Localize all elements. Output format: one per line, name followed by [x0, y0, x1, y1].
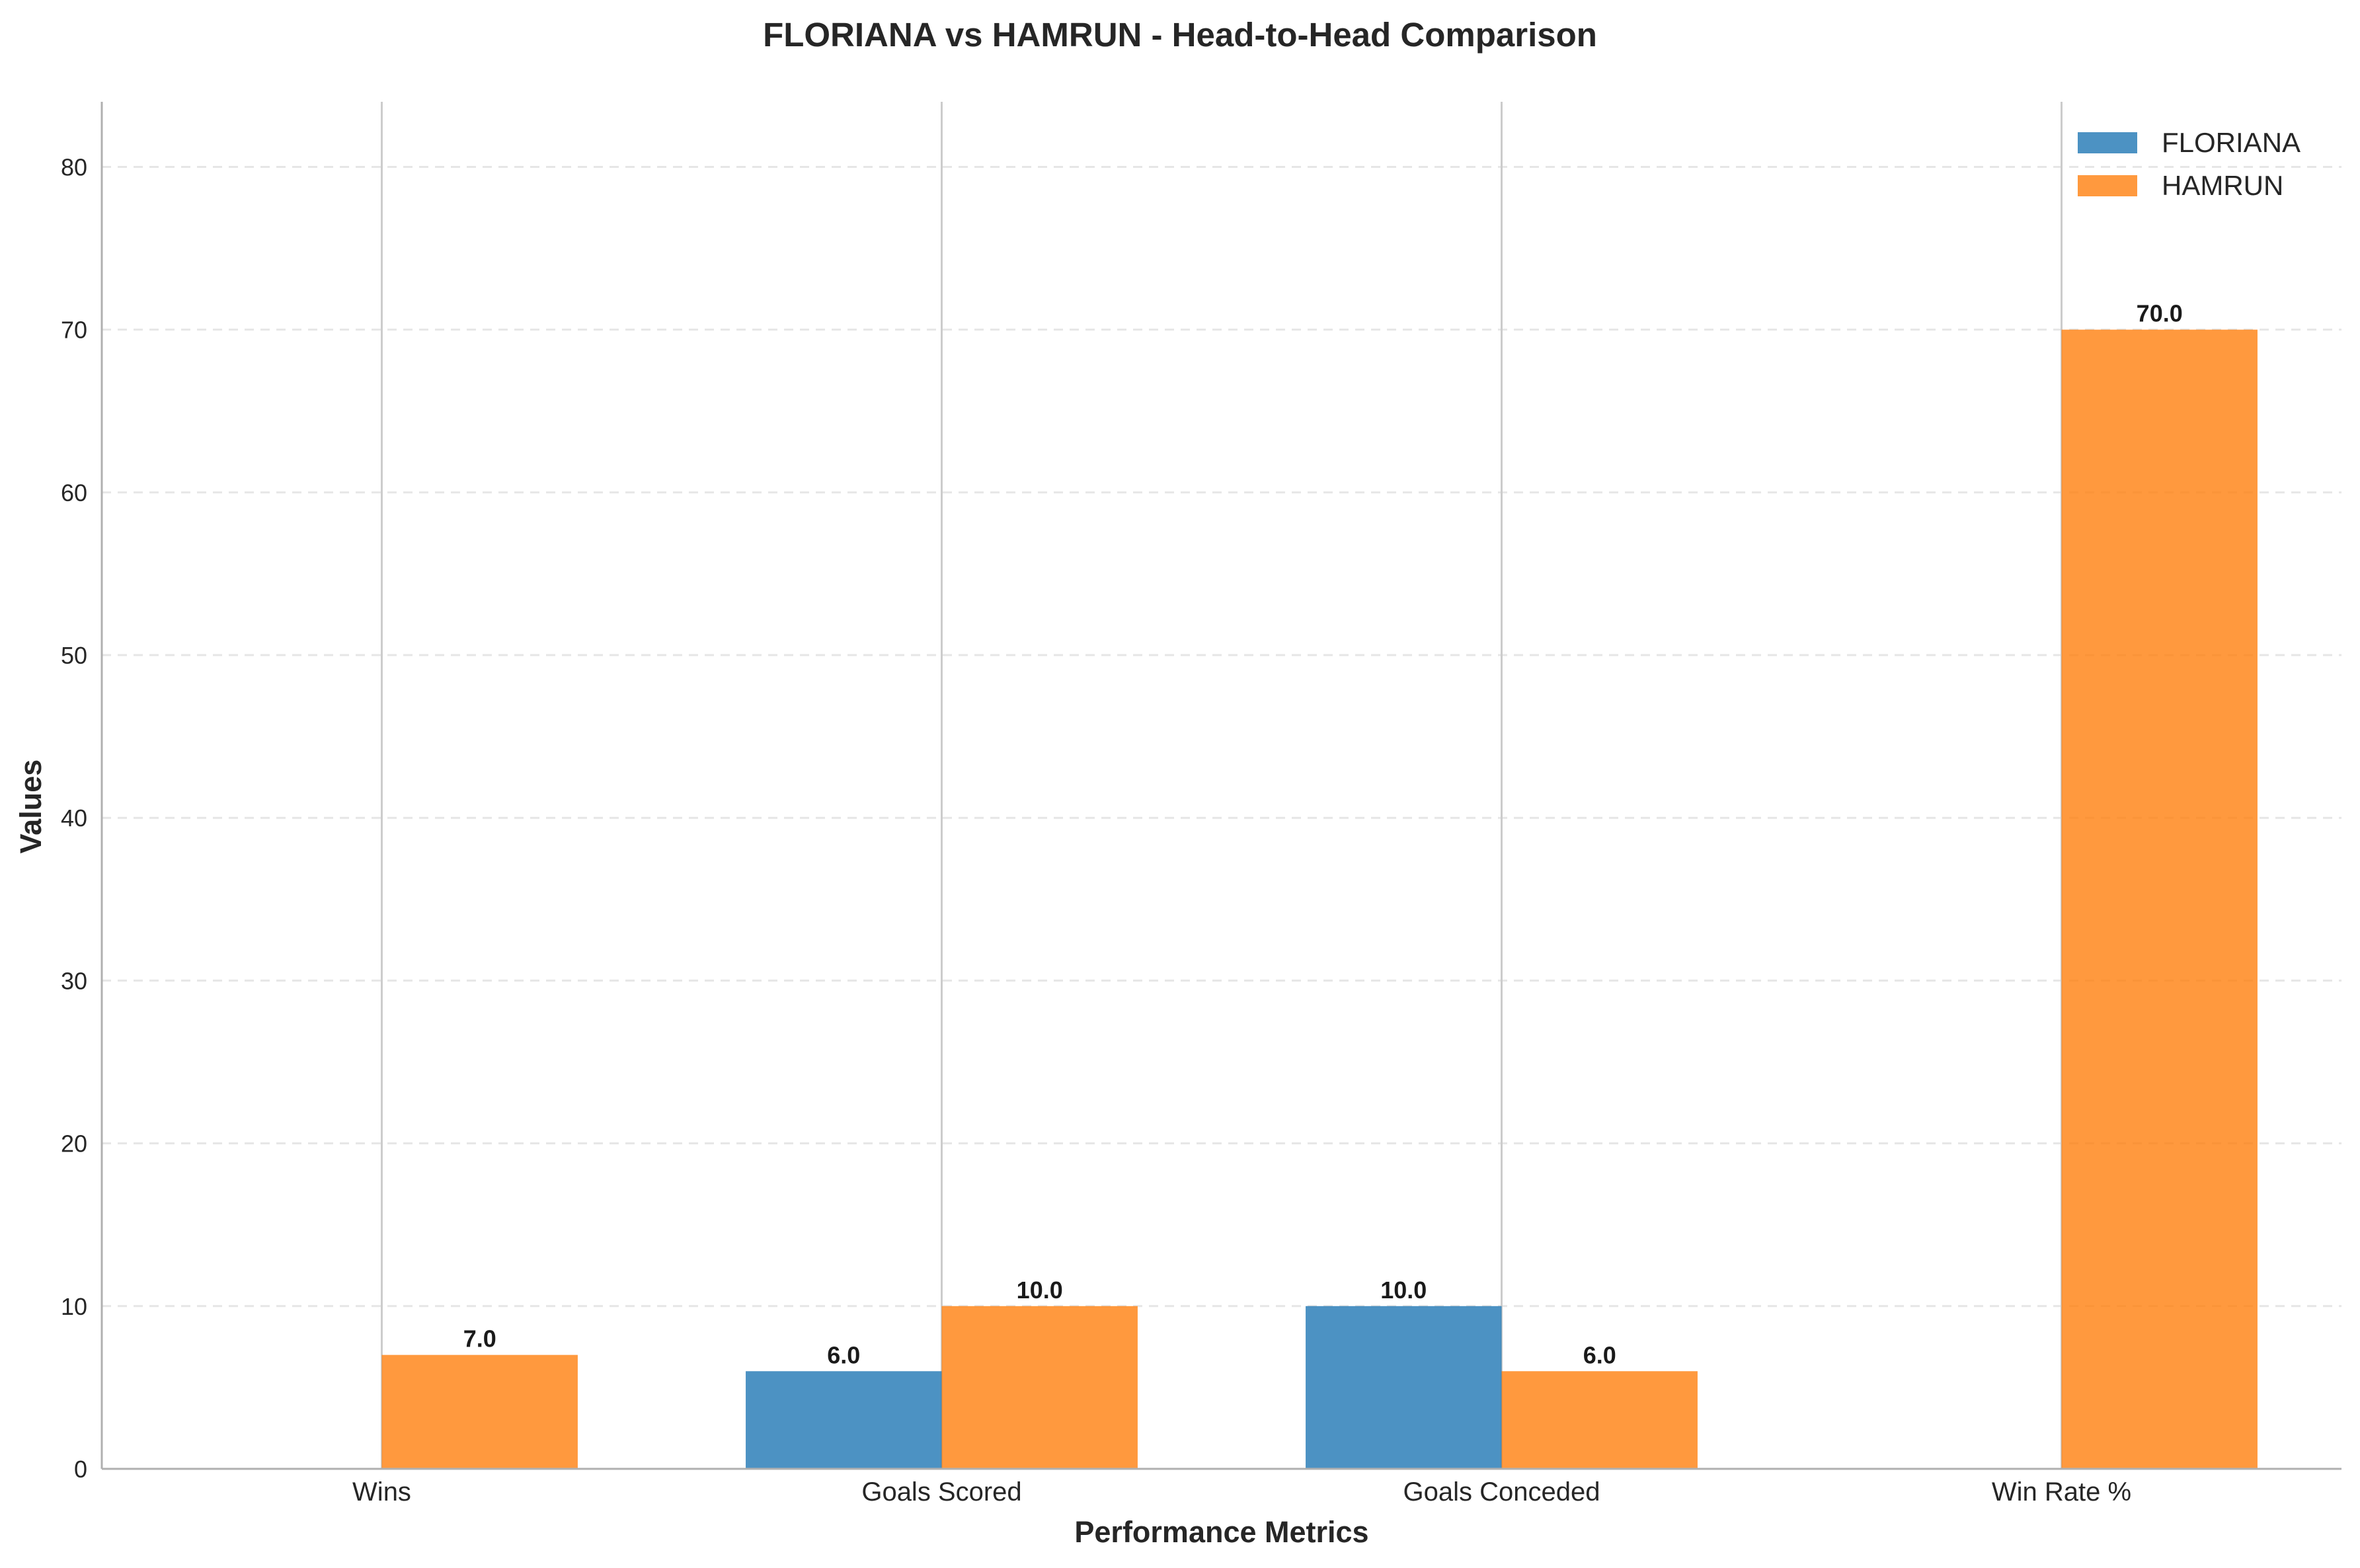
y-tick-50: 50: [61, 642, 87, 669]
bar-label-floriana-goals-conceded: 10.0: [1380, 1276, 1427, 1304]
x-tick-goals-scored: Goals Scored: [861, 1477, 1021, 1507]
x-axis-label: Performance Metrics: [1074, 1515, 1368, 1549]
x-tick-wins: Wins: [352, 1477, 411, 1507]
chart-title: FLORIANA vs HAMRUN - Head-to-Head Compar…: [763, 16, 1597, 54]
y-tick-40: 40: [61, 804, 87, 832]
bar-floriana-goals-conceded: [1306, 1306, 1502, 1469]
y-tick-20: 20: [61, 1130, 87, 1157]
bar-label-hamrun-goals-scored: 10.0: [1017, 1276, 1063, 1304]
bars: [381, 329, 2258, 1470]
x-tick-win-rate: Win Rate %: [1992, 1477, 2131, 1507]
bar-hamrun-goals-scored: [941, 1306, 1138, 1469]
y-tick-80: 80: [61, 153, 87, 180]
legend: FLORIANA HAMRUN: [2078, 127, 2301, 201]
axes: [100, 102, 2341, 1470]
legend-swatch-floriana: [2078, 132, 2137, 153]
bar-label-floriana-goals-scored: 6.0: [827, 1341, 860, 1368]
bar-label-hamrun-wins: 7.0: [463, 1325, 496, 1352]
legend-swatch-hamrun: [2078, 175, 2137, 196]
gridlines: [102, 165, 2341, 1308]
bar-floriana-goals-scored: [746, 1371, 942, 1469]
y-tick-0: 0: [74, 1456, 87, 1483]
x-tick-goals-conceded: Goals Conceded: [1403, 1477, 1600, 1507]
legend-label-floriana: FLORIANA: [2162, 127, 2301, 158]
bar-label-hamrun-win-rate: 70.0: [2137, 300, 2183, 327]
bar-hamrun-wins: [381, 1354, 578, 1469]
y-tick-60: 60: [61, 479, 87, 506]
x-tick-labels: Wins Goals Scored Goals Conceded Win Rate %: [352, 1477, 2131, 1507]
y-tick-10: 10: [61, 1293, 87, 1320]
y-tick-labels: 0 10 20 30 40 50 60 70 80: [61, 153, 87, 1483]
bar-value-labels: 6.0 10.0 7.0 10.0 6.0 70.0: [463, 300, 2183, 1369]
y-axis-label: Values: [14, 760, 48, 854]
y-tick-30: 30: [61, 967, 87, 994]
legend-label-hamrun: HAMRUN: [2162, 170, 2283, 201]
bar-hamrun-goals-conceded: [1501, 1371, 1698, 1469]
bar-label-hamrun-goals-conceded: 6.0: [1583, 1341, 1616, 1368]
y-tick-70: 70: [61, 317, 87, 344]
bar-hamrun-win-rate: [2061, 329, 2258, 1470]
